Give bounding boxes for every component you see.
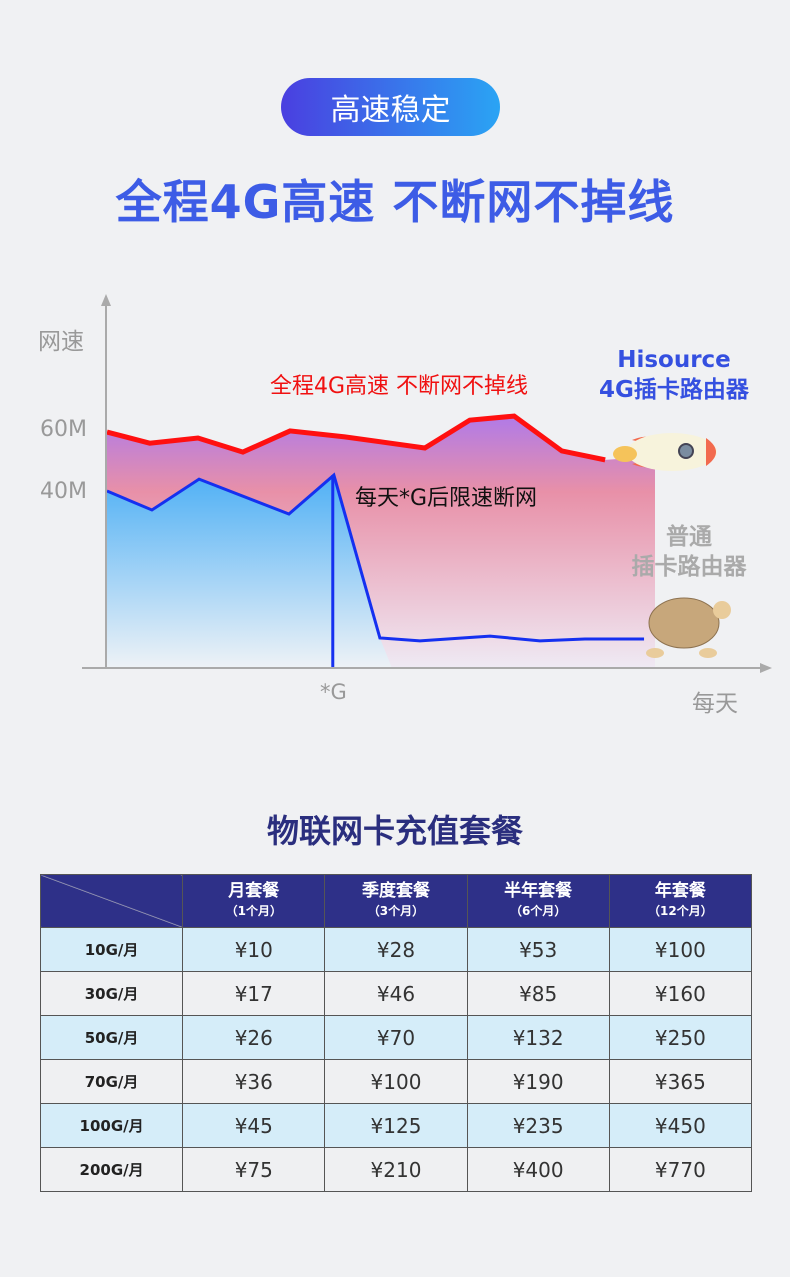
y-axis-arrow (101, 294, 111, 306)
row-label: 100G/月 (39, 1103, 184, 1148)
price-cell: ¥125 (324, 1103, 468, 1148)
price-cell: ¥46 (324, 971, 468, 1016)
header-yearly: 年套餐 （12个月） (608, 874, 753, 928)
table-row: 10G/月 ¥10 ¥28 ¥53 ¥100 (39, 927, 753, 972)
row-label: 50G/月 (39, 1015, 184, 1060)
normal-annotation: 每天*G后限速断网 (355, 486, 538, 511)
price-cell: ¥45 (182, 1103, 326, 1148)
rocket-icon (613, 433, 717, 471)
price-cell: ¥10 (182, 927, 326, 972)
row-label: 30G/月 (39, 971, 184, 1016)
normal-line (106, 472, 645, 643)
turtle-icon (646, 597, 731, 658)
y-tick-40m: 40M (40, 479, 87, 504)
normal-router-label: 普通 插卡路由器 (631, 524, 747, 580)
x-axis-label: 每天 (692, 691, 738, 717)
table-row: 100G/月 ¥45 ¥125 ¥235 ¥450 (39, 1103, 753, 1148)
normal-area (107, 475, 392, 668)
corner-cell (39, 874, 184, 928)
price-cell: ¥132 (466, 1015, 610, 1060)
price-cell: ¥100 (324, 1059, 468, 1104)
price-table: 月套餐 （1个月） 季度套餐 （3个月） 半年套餐 （6个月） 年套餐 （12个月） 1… (39, 874, 753, 1192)
price-cell: ¥450 (608, 1103, 753, 1148)
price-cell: ¥160 (608, 971, 753, 1016)
row-label: 200G/月 (39, 1147, 184, 1192)
price-cell: ¥36 (182, 1059, 326, 1104)
price-cell: ¥100 (608, 927, 753, 972)
table-row: 200G/月 ¥75 ¥210 ¥400 ¥770 (39, 1147, 753, 1192)
x-tick-g: *G (320, 680, 347, 704)
price-cell: ¥28 (324, 927, 468, 972)
table-title: 物联网卡充值套餐 (266, 812, 523, 850)
premium-annotation: 全程4G高速 不断网不掉线 (270, 374, 529, 399)
row-label: 70G/月 (39, 1059, 184, 1104)
headline: 全程4G高速 不断网不掉线 (115, 175, 675, 229)
y-axis-label: 网速 (38, 329, 84, 355)
price-cell: ¥26 (182, 1015, 326, 1060)
price-cell: ¥75 (182, 1147, 326, 1192)
row-label: 10G/月 (39, 927, 184, 972)
price-cell: ¥85 (466, 971, 610, 1016)
section-badge: 高速稳定 (281, 78, 500, 136)
price-cell: ¥70 (324, 1015, 468, 1060)
y-tick-60m: 60M (40, 417, 87, 442)
price-cell: ¥770 (608, 1147, 753, 1192)
table-row: 30G/月 ¥17 ¥46 ¥85 ¥160 (39, 971, 753, 1016)
price-cell: ¥190 (466, 1059, 610, 1104)
header-quarterly: 季度套餐 （3个月） (324, 874, 468, 928)
x-axis-arrow (760, 663, 772, 673)
speed-chart (82, 294, 772, 673)
brand-label: Hisource 4G插卡路由器 (599, 347, 749, 403)
price-cell: ¥400 (466, 1147, 610, 1192)
price-cell: ¥210 (324, 1147, 468, 1192)
table-row: 70G/月 ¥36 ¥100 ¥190 ¥365 (39, 1059, 753, 1104)
price-cell: ¥53 (466, 927, 610, 972)
price-cell: ¥250 (608, 1015, 753, 1060)
header-half-year: 半年套餐 （6个月） (466, 874, 610, 928)
table-row: 50G/月 ¥26 ¥70 ¥132 ¥250 (39, 1015, 753, 1060)
price-cell: ¥235 (466, 1103, 610, 1148)
price-cell: ¥17 (182, 971, 326, 1016)
premium-line (106, 413, 606, 463)
header-monthly: 月套餐 （1个月） (182, 874, 326, 928)
price-cell: ¥365 (608, 1059, 753, 1104)
